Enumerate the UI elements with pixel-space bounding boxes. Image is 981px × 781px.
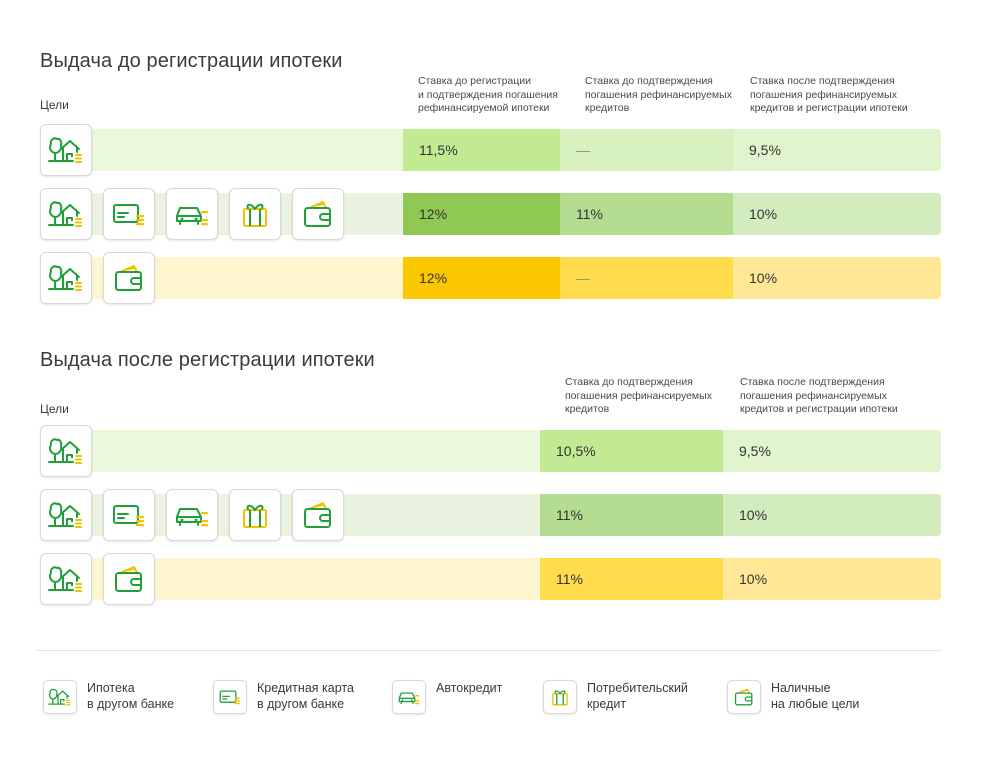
car-icon [166, 489, 218, 541]
section2-row-1: 10,5% 9,5% [40, 430, 941, 472]
credit-card-icon [103, 188, 155, 240]
section2-header-col1: Ставка до подтверждения погашения рефина… [565, 376, 712, 415]
section2-goals-label: Цели [40, 402, 69, 416]
legend-label: Наличные на любые цели [771, 681, 860, 711]
section2-row-3: 11% 10% [40, 558, 941, 600]
rate-dash: — [576, 142, 590, 158]
section1-row-2: 12% 11% 10% [40, 193, 941, 235]
rate-cell: 9,5% [723, 430, 941, 472]
legend-item-cash: Наличные на любые цели [727, 680, 859, 714]
rate-cell: 10,5% [540, 430, 723, 472]
house-icon [40, 188, 92, 240]
gift-icon [543, 680, 577, 714]
wallet-icon [292, 489, 344, 541]
wallet-icon [727, 680, 761, 714]
legend-item-mortgage: Ипотека в другом банке [43, 680, 174, 714]
rate-cell: — [560, 257, 733, 299]
legend-item-credit-card: Кредитная карта в другом банке [213, 680, 354, 714]
legend-item-car-loan: Автокредит [392, 680, 502, 714]
rate-cell: 10% [733, 257, 941, 299]
rate-cell: 10% [723, 494, 941, 536]
section1-header-col3: Ставка после подтверждения погашения реф… [750, 75, 908, 114]
gift-icon [229, 188, 281, 240]
section2-header-col2: Ставка после подтверждения погашения реф… [740, 376, 898, 415]
section1-row-1: 11,5% — 9,5% [40, 129, 941, 171]
rate-cell: 11% [560, 193, 733, 235]
rate-cell: 10% [723, 558, 941, 600]
legend-divider [36, 650, 942, 651]
house-icon [40, 252, 92, 304]
section1-header-col2: Ставка до подтверждения погашения рефина… [585, 75, 732, 114]
credit-card-icon [213, 680, 247, 714]
wallet-icon [103, 553, 155, 605]
gift-icon [229, 489, 281, 541]
section1-goals-label: Цели [40, 98, 69, 112]
rate-cell: 11% [540, 494, 723, 536]
car-icon [392, 680, 426, 714]
legend-label: Автокредит [436, 681, 503, 695]
rate-cell: — [560, 129, 733, 171]
house-icon [40, 124, 92, 176]
house-icon [40, 489, 92, 541]
rate-cell: 9,5% [733, 129, 941, 171]
car-icon [166, 188, 218, 240]
legend-label: Кредитная карта в другом банке [257, 681, 354, 711]
house-icon [40, 553, 92, 605]
legend-item-consumer-loan: Потребительский кредит [543, 680, 688, 714]
wallet-icon [292, 188, 344, 240]
rate-cell: 11,5% [403, 129, 560, 171]
legend-label: Ипотека в другом банке [87, 681, 175, 711]
rate-cell: 12% [403, 193, 560, 235]
section1-row-3: 12% — 10% [40, 257, 941, 299]
house-icon [43, 680, 77, 714]
wallet-icon [103, 252, 155, 304]
section1-title: Выдача до регистрации ипотеки [40, 50, 343, 72]
rate-cell: 11% [540, 558, 723, 600]
rate-dash: — [576, 270, 590, 286]
rate-cell: 10% [733, 193, 941, 235]
house-icon [40, 425, 92, 477]
credit-card-icon [103, 489, 155, 541]
rate-cell: 12% [403, 257, 560, 299]
legend-label: Потребительский кредит [587, 681, 688, 711]
section1-header-col1: Ставка до регистрации и подтверждения по… [418, 75, 558, 114]
section2-title: Выдача после регистрации ипотеки [40, 349, 375, 371]
